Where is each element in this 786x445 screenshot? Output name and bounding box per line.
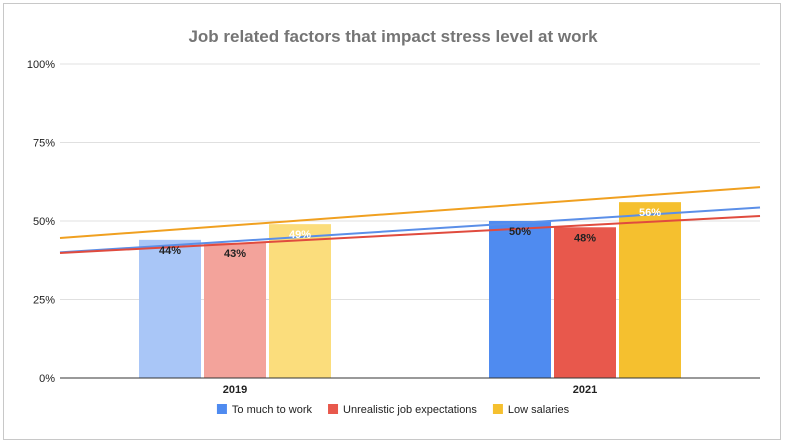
trendline-0 bbox=[59, 206, 761, 254]
bar-2021-0 bbox=[489, 221, 551, 378]
data-label: 43% bbox=[224, 248, 246, 260]
legend-item: Unrealistic job expectations bbox=[328, 404, 477, 416]
bars bbox=[139, 202, 681, 378]
legend-swatch bbox=[328, 404, 339, 414]
y-tick-label: 0% bbox=[39, 373, 55, 385]
trendline-1 bbox=[59, 214, 761, 255]
bar-2021-2 bbox=[619, 202, 681, 378]
legend-item: To much to work bbox=[216, 404, 313, 416]
bar-2021-1 bbox=[554, 227, 616, 378]
chart-title: Job related factors that impact stress l… bbox=[188, 27, 598, 46]
trendlines bbox=[59, 186, 761, 255]
data-label: 50% bbox=[509, 226, 531, 238]
data-label: 56% bbox=[639, 207, 661, 219]
data-label: 48% bbox=[574, 232, 596, 244]
data-label: 44% bbox=[159, 245, 181, 257]
legend-label: To much to work bbox=[232, 404, 313, 416]
legend-item: Low salaries bbox=[492, 404, 570, 416]
bar-2019-0 bbox=[139, 239, 201, 378]
legend-swatch bbox=[492, 404, 503, 414]
legend-swatch bbox=[216, 404, 227, 414]
y-tick-label: 100% bbox=[27, 59, 55, 71]
data-label: 49% bbox=[289, 229, 311, 241]
x-tick-label: 2019 bbox=[223, 384, 247, 396]
bar-2019-1 bbox=[204, 242, 266, 378]
data-labels: 44% 43% 49% 50% 48% 56% bbox=[159, 207, 661, 260]
x-axis-ticks: 2019 2021 bbox=[223, 384, 597, 396]
legend-label: Low salaries bbox=[508, 404, 570, 416]
y-tick-label: 75% bbox=[33, 138, 55, 150]
y-tick-label: 50% bbox=[33, 216, 55, 228]
y-tick-label: 25% bbox=[33, 295, 55, 307]
x-tick-label: 2021 bbox=[573, 384, 597, 396]
legend: To much to work Unrealistic job expectati… bbox=[216, 404, 570, 416]
trendline-2 bbox=[59, 186, 761, 239]
y-axis-ticks: 0% 25% 50% 75% 100% bbox=[27, 59, 55, 385]
bar-2019-2 bbox=[269, 224, 331, 378]
legend-label: Unrealistic job expectations bbox=[343, 404, 477, 416]
